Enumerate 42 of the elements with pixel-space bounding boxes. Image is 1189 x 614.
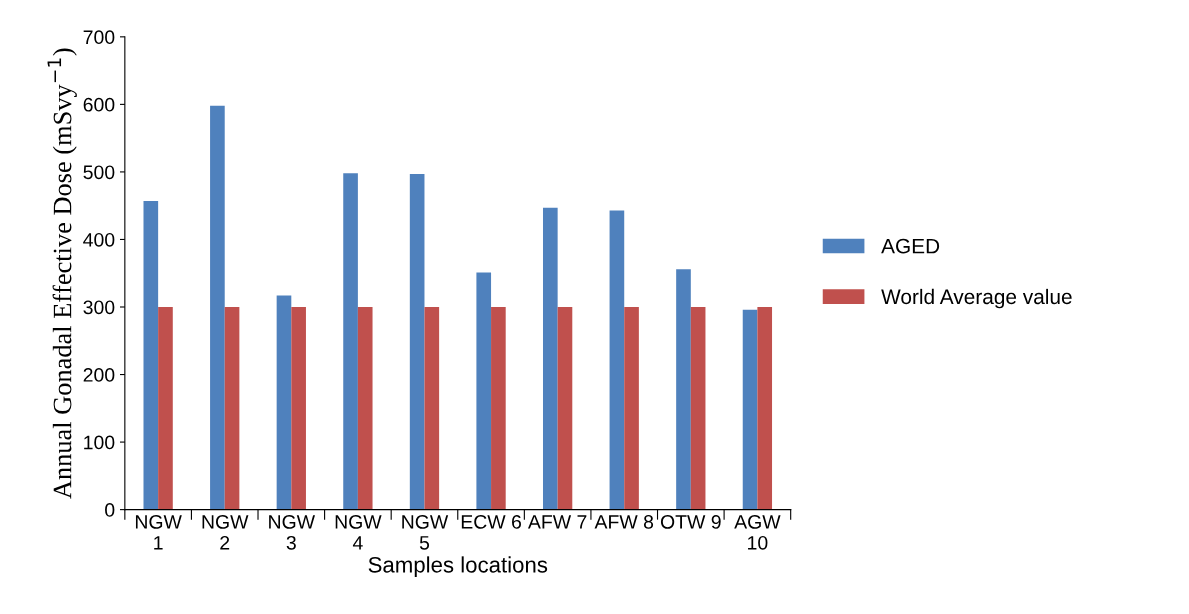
bar bbox=[690, 307, 706, 510]
bar bbox=[476, 272, 492, 510]
x-tick-label: NGW 2 bbox=[202, 514, 249, 550]
bar bbox=[757, 307, 773, 510]
x-axis-title: Samples locations bbox=[368, 556, 548, 578]
y-tick-label: 700 bbox=[83, 30, 115, 45]
y-tick-label: 0 bbox=[105, 503, 115, 517]
bar bbox=[609, 210, 625, 510]
bar bbox=[542, 207, 558, 510]
bar bbox=[357, 307, 373, 510]
y-tick-label: 500 bbox=[83, 165, 115, 180]
y-tick-label: 600 bbox=[83, 97, 115, 112]
bar bbox=[624, 307, 639, 510]
bar bbox=[557, 307, 573, 510]
x-tick-label: NGW 1 bbox=[135, 514, 182, 550]
bar bbox=[424, 307, 440, 510]
bar bbox=[143, 200, 159, 510]
y-tick-label: 400 bbox=[83, 232, 115, 247]
bar bbox=[491, 307, 506, 510]
x-tick-label: NGW 5 bbox=[402, 514, 449, 550]
x-tick-label: NGW 4 bbox=[335, 514, 382, 550]
y-tick-label: 300 bbox=[83, 300, 115, 315]
legend-label: AGED bbox=[881, 238, 940, 254]
bar bbox=[409, 173, 425, 510]
legend-label: World Average value bbox=[881, 288, 1072, 309]
x-tick-label: OTW 9 bbox=[660, 514, 721, 529]
x-tick-label: AGW 10 bbox=[734, 514, 781, 550]
y-tick-label: 100 bbox=[84, 435, 115, 450]
x-tick-label: NGW 3 bbox=[269, 514, 315, 550]
x-tick-label: AFW 7 bbox=[527, 515, 587, 529]
x-tick-label: ECW 6 bbox=[461, 514, 521, 529]
y-axis-title: Annual Gonadal Effective Dose (mSvy$^{−1}$) bbox=[47, 48, 77, 499]
bar bbox=[742, 309, 758, 510]
bar bbox=[224, 307, 240, 510]
bar bbox=[210, 105, 225, 510]
x-tick-label: AFW 8 bbox=[594, 514, 654, 529]
bar bbox=[343, 173, 358, 510]
bar bbox=[291, 307, 306, 510]
bar bbox=[158, 307, 173, 510]
bar bbox=[676, 269, 691, 510]
y-tick-label: 200 bbox=[83, 368, 115, 382]
bar bbox=[276, 295, 292, 510]
